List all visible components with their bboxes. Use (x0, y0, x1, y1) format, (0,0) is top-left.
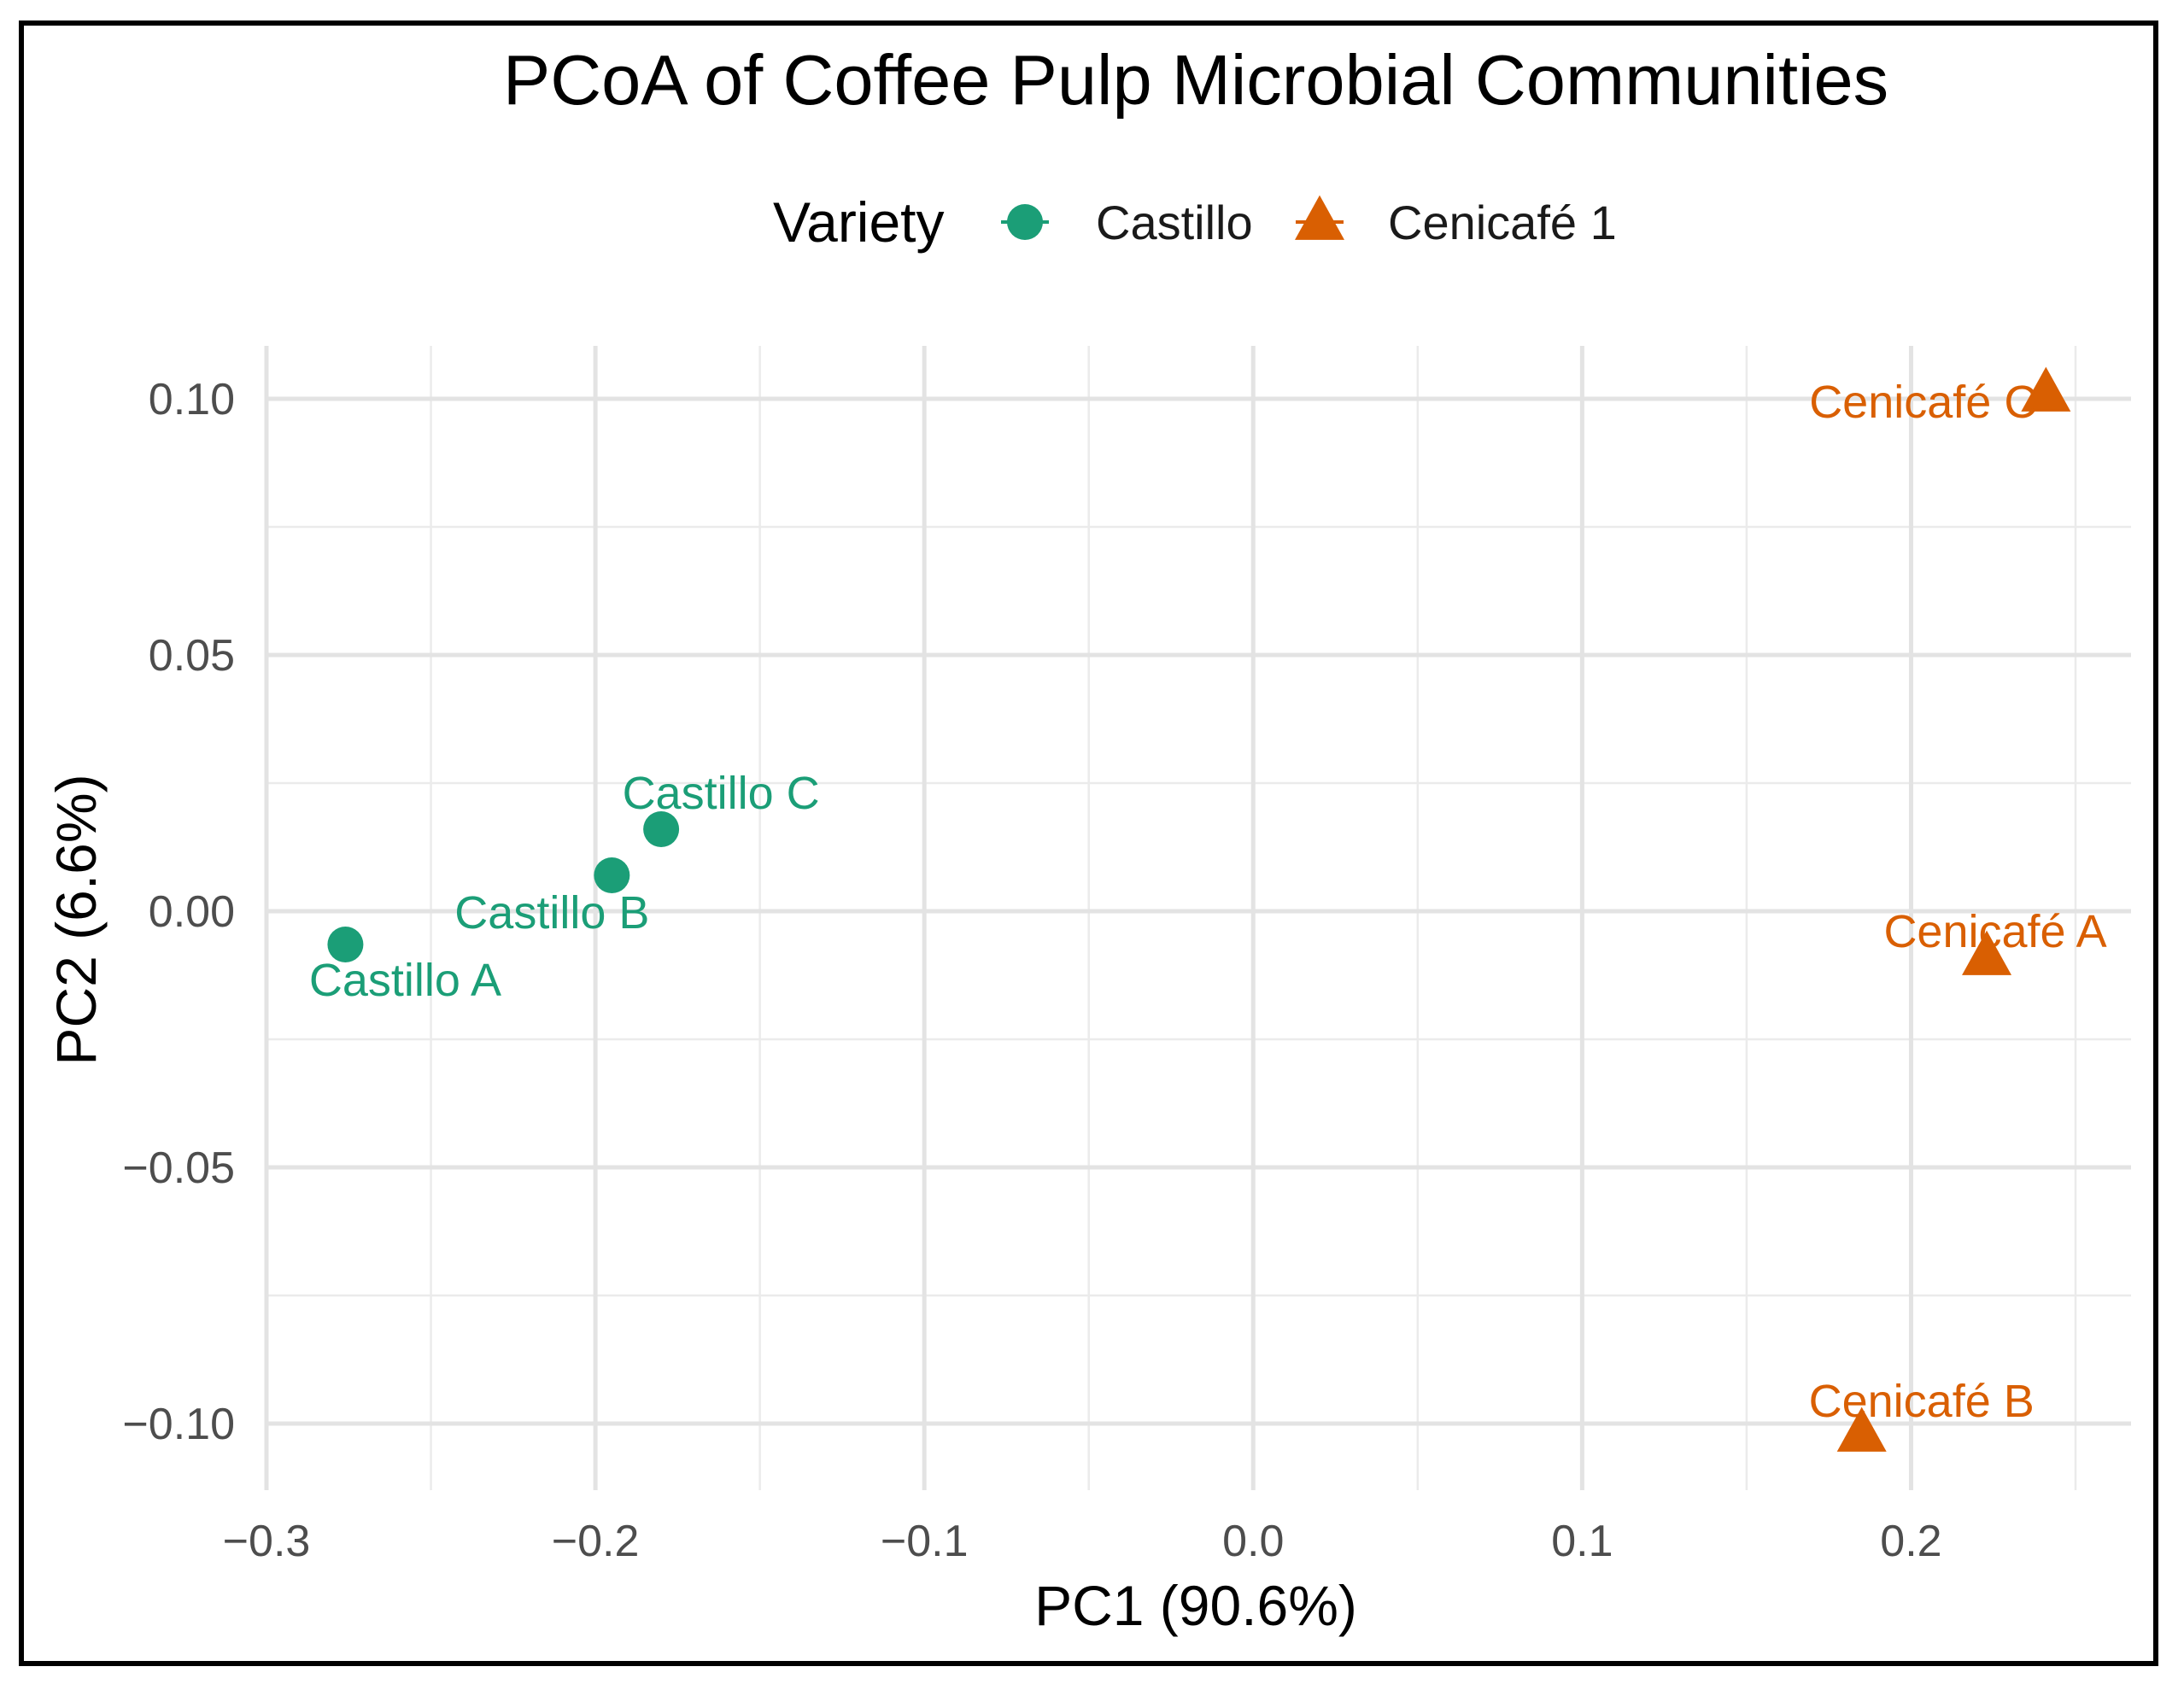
y-axis-title: PC2 (6.6%) (44, 774, 108, 1065)
point-cenicaf-a (1962, 930, 2012, 975)
point-cenicaf-b (1836, 1406, 1887, 1452)
point-cenicaf-c (2021, 366, 2071, 412)
y-tick-label: 0.10 (149, 375, 235, 424)
data-points (327, 366, 2071, 1452)
point-castillo-b (594, 857, 630, 893)
legend-label: Castillo (1096, 196, 1253, 249)
point-label: Castillo C (623, 768, 820, 819)
legend-title: Variety (773, 190, 945, 254)
legend-entry-1: Castillo (1001, 196, 1253, 249)
point-label: Castillo A (309, 955, 501, 1006)
point-castillo-a (327, 927, 364, 962)
legend: Variety Castillo Cenicafé 1 (773, 190, 1617, 254)
point-label: Cenicafé A (1883, 906, 2106, 957)
y-tick-label: 0.00 (149, 887, 235, 937)
legend-circle-icon (1007, 204, 1043, 240)
x-tick-label: 0.2 (1880, 1517, 1941, 1566)
x-tick-label: 0.0 (1222, 1517, 1284, 1566)
x-tick-label: −0.1 (881, 1517, 969, 1566)
point-castillo-c (643, 811, 680, 847)
axes: −0.3 −0.2 −0.1 0.0 0.1 0.2 0.10 0.05 0.00 −0.05 −0… (122, 375, 1941, 1566)
legend-triangle-icon (1295, 195, 1344, 240)
y-tick-label: 0.05 (149, 631, 235, 681)
x-tick-label: −0.2 (552, 1517, 640, 1566)
grid-lines (264, 346, 2131, 1490)
y-tick-label: −0.10 (122, 1400, 235, 1449)
y-tick-label: −0.05 (122, 1143, 235, 1193)
point-label: Cenicafé C (1809, 377, 2037, 428)
x-tick-label: −0.3 (223, 1517, 311, 1566)
chart-title: PCoA of Coffee Pulp Microbial Communitie… (503, 40, 1888, 120)
point-label: Cenicafé B (1809, 1376, 2035, 1427)
point-labels: Castillo A Castillo B Castillo C Cenicafé A… (309, 377, 2107, 1427)
legend-label: Cenicafé 1 (1388, 196, 1617, 249)
point-label: Castillo B (454, 887, 649, 939)
x-axis-title: PC1 (90.6%) (1034, 1574, 1357, 1637)
x-tick-label: 0.1 (1551, 1517, 1613, 1566)
legend-entry-2: Cenicafé 1 (1295, 195, 1617, 249)
